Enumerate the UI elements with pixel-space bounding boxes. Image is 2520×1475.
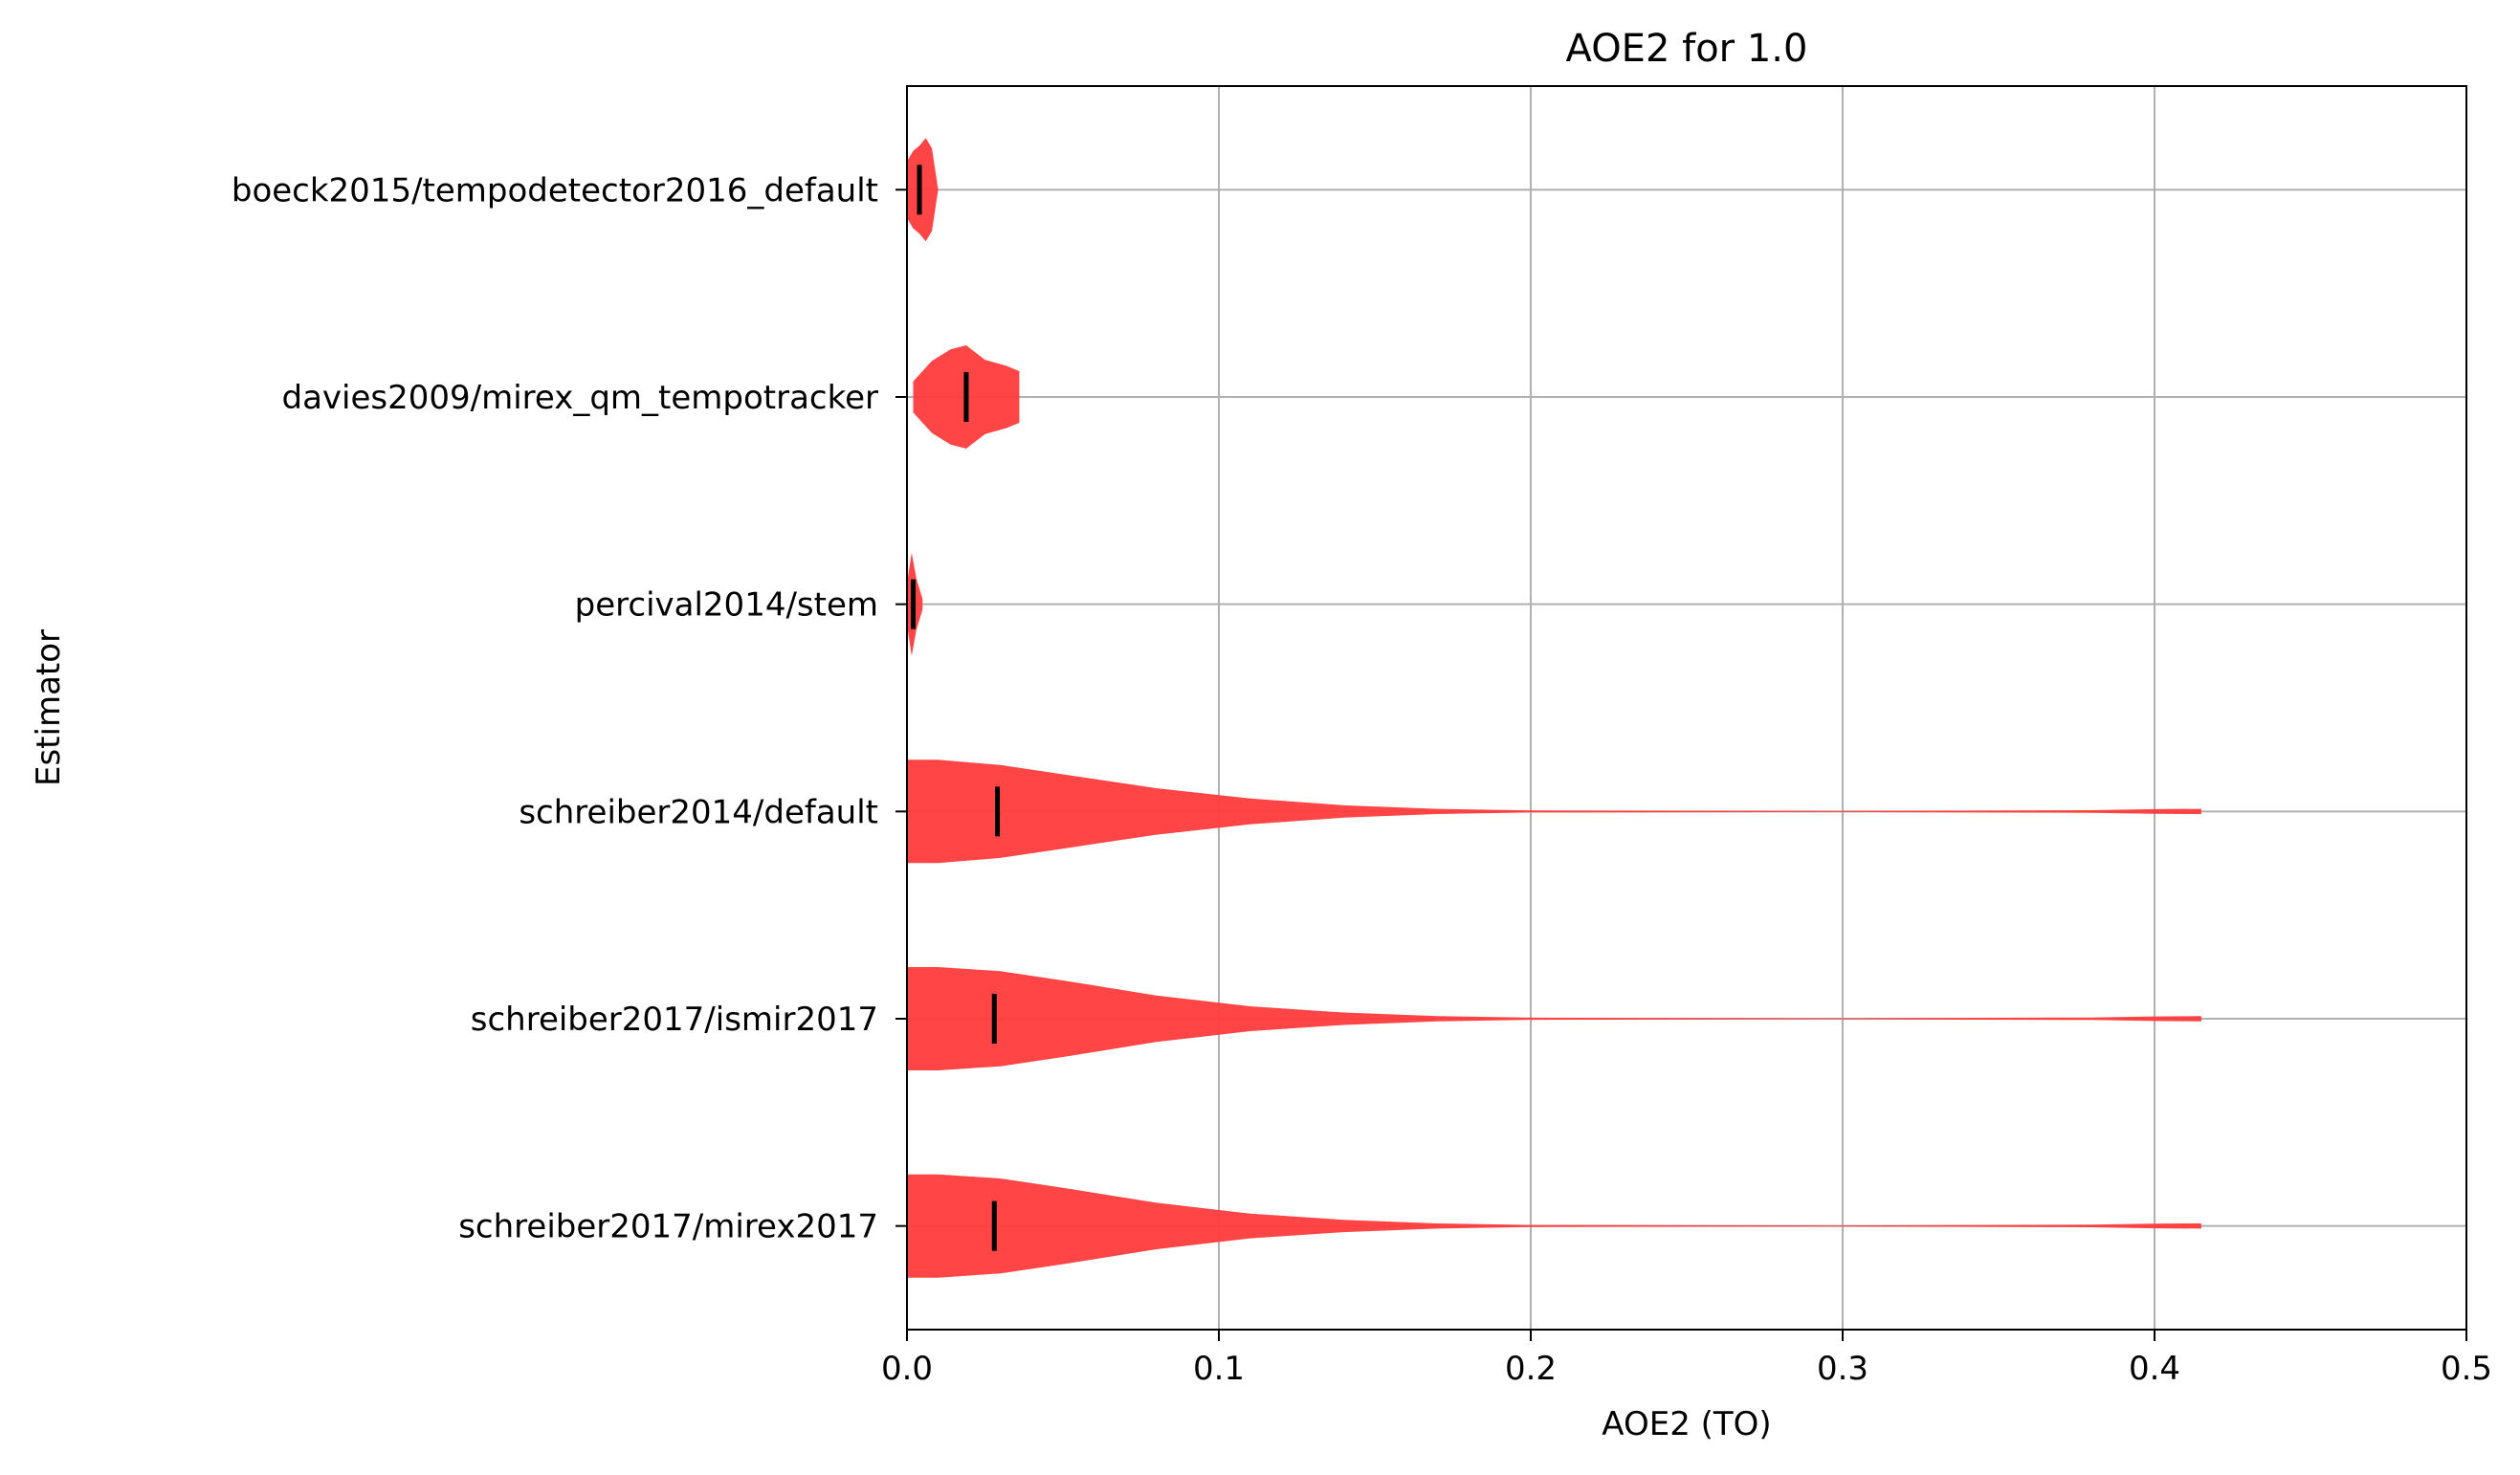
y-tick-label: davies2009/mirex_qm_tempotracker: [281, 379, 878, 417]
x-tick-label: 0.4: [2129, 1350, 2180, 1388]
violin-body: [907, 1174, 2201, 1278]
y-axis-label: Estimator: [30, 629, 68, 786]
x-axis-ticks: 0.0 0.1 0.2 0.3 0.4 0.5: [881, 1330, 2492, 1388]
violin-body: [907, 138, 939, 242]
violin-body: [907, 760, 2201, 864]
chart-title: AOE2 for 1.0: [1566, 27, 1808, 71]
y-tick-label: percival2014/stem: [575, 586, 878, 625]
x-tick-label: 0.0: [881, 1350, 933, 1388]
x-tick-label: 0.2: [1505, 1350, 1557, 1388]
x-axis-label: AOE2 (TO): [1602, 1405, 1771, 1443]
median-layer: [911, 165, 1001, 1251]
x-tick-label: 0.1: [1193, 1350, 1245, 1388]
y-tick-label: schreiber2014/default: [519, 793, 878, 831]
y-tick-label: schreiber2017/mirex2017: [458, 1208, 878, 1246]
x-tick-label: 0.3: [1817, 1350, 1868, 1388]
y-tick-label: schreiber2017/ismir2017: [471, 1001, 878, 1039]
y-axis-ticks: boeck2015/tempodetector2016_defaultdavie…: [232, 171, 907, 1246]
x-tick-label: 0.5: [2441, 1350, 2492, 1388]
y-tick-label: boeck2015/tempodetector2016_default: [232, 171, 878, 209]
plot-frame: [906, 85, 2467, 1331]
violin-body: [907, 967, 2201, 1070]
